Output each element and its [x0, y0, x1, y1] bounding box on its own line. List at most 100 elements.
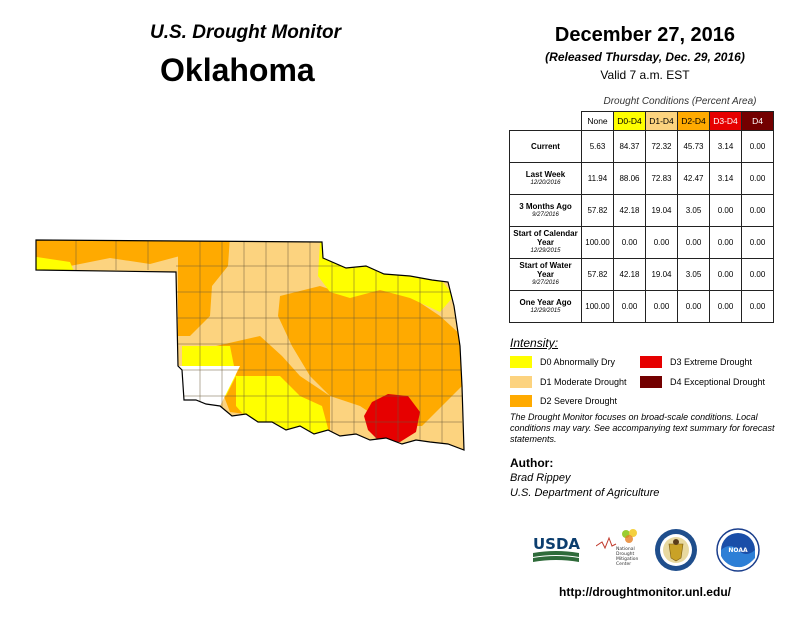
row-date: 9/27/2016 — [532, 280, 559, 286]
monitor-title: U.S. Drought Monitor — [150, 22, 342, 43]
table-cell: 0.00 — [709, 290, 742, 323]
row-date: 12/29/2015 — [530, 248, 561, 254]
oklahoma-drought-map — [35, 239, 465, 451]
row-date: 12/20/2016 — [530, 179, 561, 186]
table-cell: 0.00 — [709, 226, 742, 259]
table-cell: 19.04 — [645, 194, 678, 227]
row-label: Last Week 12/20/2016 — [509, 162, 582, 195]
table-cell: 0.00 — [645, 226, 678, 259]
table-cell: 0.00 — [677, 226, 710, 259]
ndmc-text-1: National — [616, 546, 635, 552]
table-row: Start of Calendar Year 12/29/2015 100.00 … — [509, 226, 774, 259]
row-label: One Year Ago 12/29/2015 — [509, 290, 582, 323]
release-date: (Released Thursday, Dec. 29, 2016) — [545, 50, 745, 64]
disclaimer-note: The Drought Monitor focuses on broad-sca… — [510, 412, 775, 444]
table-cell: 0.00 — [677, 290, 710, 323]
legend-swatch — [510, 376, 532, 388]
noaa-logo-text: NOAA — [728, 547, 748, 554]
table-cell: 0.00 — [709, 258, 742, 291]
drought-conditions-table: None D0-D4 D1-D4 D2-D4 D3-D4 D4 Current … — [509, 111, 774, 323]
table-caption: Drought Conditions (Percent Area) — [603, 96, 757, 107]
table-cell: 0.00 — [741, 290, 774, 323]
table-cell: 0.00 — [741, 226, 774, 259]
author-heading: Author: — [510, 456, 554, 470]
table-cell: 0.00 — [741, 162, 774, 195]
table-cell: 0.00 — [741, 258, 774, 291]
table-cell: 84.37 — [613, 130, 646, 163]
table-cell: 0.00 — [709, 194, 742, 227]
table-cell: 57.82 — [581, 194, 614, 227]
legend-label: D0 Abnormally Dry — [540, 357, 616, 367]
col-none: None — [581, 111, 614, 131]
table-row: One Year Ago 12/29/2015 100.00 0.00 0.00 … — [509, 290, 774, 323]
legend-swatch — [510, 356, 532, 368]
author-name: Brad Rippey — [510, 472, 571, 484]
row-label-text: One Year Ago — [519, 297, 572, 307]
legend-label: D3 Extreme Drought — [670, 357, 753, 367]
table-cell: 57.82 — [581, 258, 614, 291]
table-cell: 45.73 — [677, 130, 710, 163]
legend-item-d0: D0 Abnormally Dry — [510, 356, 615, 368]
ndmc-text-3: Mitigation — [616, 556, 639, 562]
ndmc-logo: National Drought Mitigation Center — [596, 529, 639, 567]
table-cell: 72.83 — [645, 162, 678, 195]
valid-time: Valid 7 a.m. EST — [600, 68, 690, 82]
ndmc-text-2: Drought — [616, 551, 635, 557]
legend-swatch — [510, 395, 532, 407]
table-cell: 3.14 — [709, 162, 742, 195]
row-label-text: Current — [531, 142, 560, 151]
col-d0-d4: D0-D4 — [613, 111, 646, 131]
table-cell: 0.00 — [613, 226, 646, 259]
table-cell: 0.00 — [741, 194, 774, 227]
table-row: Current 5.63 84.37 72.32 45.73 3.14 0.00 — [509, 130, 774, 163]
row-label: Current — [509, 130, 582, 163]
table-cell: 3.14 — [709, 130, 742, 163]
legend-title: Intensity: — [510, 336, 559, 350]
table-cell: 42.18 — [613, 194, 646, 227]
table-row: Last Week 12/20/2016 11.94 88.06 72.83 42… — [509, 162, 774, 195]
table-cell: 42.47 — [677, 162, 710, 195]
legend-label: D2 Severe Drought — [540, 396, 618, 406]
row-date: 12/29/2015 — [530, 307, 561, 314]
table-cell: 3.05 — [677, 258, 710, 291]
row-label-text: Last Week — [525, 169, 566, 179]
legend-label: D1 Moderate Drought — [540, 377, 627, 387]
row-label-text: 3 Months Ago — [519, 201, 572, 211]
table-cell: 88.06 — [613, 162, 646, 195]
table-cell: 100.00 — [581, 226, 614, 259]
table-cell: 0.00 — [613, 290, 646, 323]
table-row: 3 Months Ago 9/27/2016 57.82 42.18 19.04 … — [509, 194, 774, 227]
commerce-seal-logo — [655, 529, 697, 571]
table-corner — [510, 112, 582, 131]
drought-monitor-url[interactable]: http://droughtmonitor.unl.edu/ — [559, 585, 731, 599]
table-cell: 5.63 — [581, 130, 614, 163]
row-label: Start of Calendar Year 12/29/2015 — [509, 226, 582, 259]
col-d2-d4: D2-D4 — [677, 111, 710, 131]
legend-swatch — [640, 356, 662, 368]
row-label-text: Start of Calendar Year — [513, 229, 578, 247]
usda-logo: USDA — [533, 535, 580, 562]
legend-label: D4 Exceptional Drought — [670, 377, 766, 387]
table-cell: 0.00 — [645, 290, 678, 323]
table-cell: 100.00 — [581, 290, 614, 323]
legend-item-d1: D1 Moderate Drought — [510, 376, 627, 388]
author-organization: U.S. Department of Agriculture — [510, 487, 660, 499]
row-date: 9/27/2016 — [532, 211, 559, 218]
col-d3-d4: D3-D4 — [709, 111, 742, 131]
usda-logo-text: USDA — [533, 535, 580, 553]
ndmc-text-4: Center — [616, 561, 631, 567]
legend-item-d2: D2 Severe Drought — [510, 395, 617, 407]
table-cell: 3.05 — [677, 194, 710, 227]
table-cell: 11.94 — [581, 162, 614, 195]
state-title: Oklahoma — [160, 52, 315, 88]
col-d1-d4: D1-D4 — [645, 111, 678, 131]
table-header-row: None D0-D4 D1-D4 D2-D4 D3-D4 D4 — [510, 111, 774, 131]
legend-swatch — [640, 376, 662, 388]
row-label: 3 Months Ago 9/27/2016 — [509, 194, 582, 227]
table-row: Start of Water Year 9/27/2016 57.82 42.18… — [509, 258, 774, 291]
legend-item-d3: D3 Extreme Drought — [640, 356, 752, 368]
table-cell: 72.32 — [645, 130, 678, 163]
row-label: Start of Water Year 9/27/2016 — [509, 258, 582, 291]
table-cell: 0.00 — [741, 130, 774, 163]
table-cell: 19.04 — [645, 258, 678, 291]
